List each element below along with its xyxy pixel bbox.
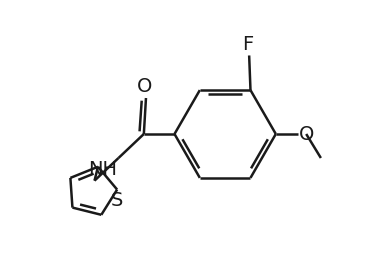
Text: NH: NH bbox=[88, 160, 117, 179]
Text: O: O bbox=[299, 125, 314, 143]
Text: S: S bbox=[111, 191, 123, 210]
Text: O: O bbox=[137, 77, 152, 96]
Text: F: F bbox=[242, 35, 254, 54]
